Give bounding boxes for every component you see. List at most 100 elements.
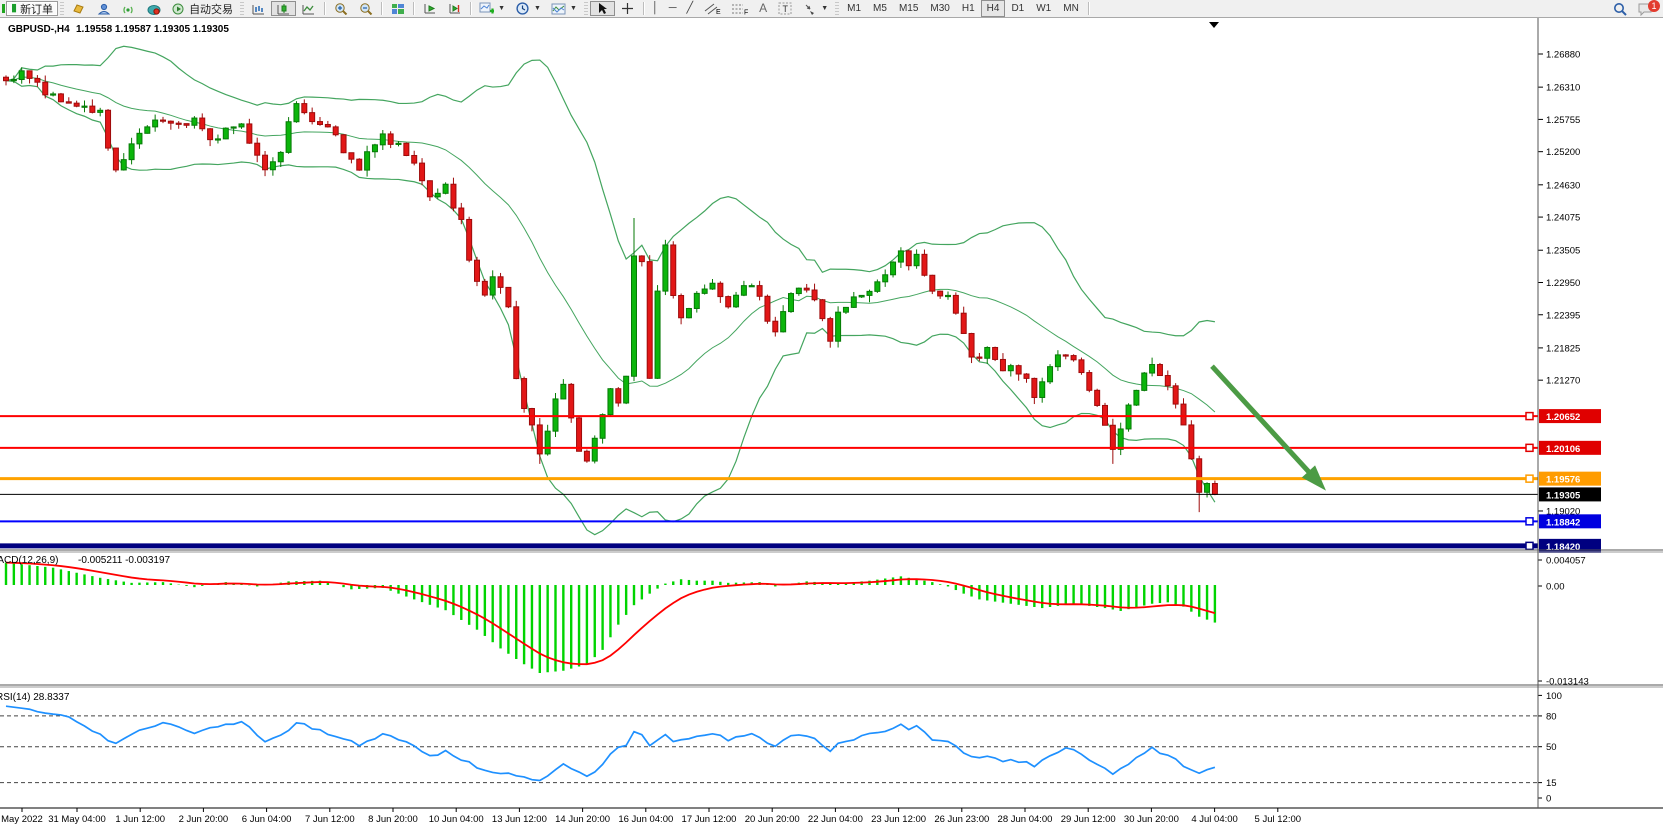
price-axis-label: 1.26310 xyxy=(1546,83,1580,94)
candle-body xyxy=(3,76,9,82)
label-tool-button[interactable]: T xyxy=(772,1,797,16)
candle-body xyxy=(795,287,802,295)
candle-body xyxy=(309,112,316,123)
candle-body xyxy=(897,250,904,263)
rsi-label: RSI(14) 28.8337 xyxy=(0,692,70,703)
candle-body xyxy=(858,294,865,298)
price-badge xyxy=(1539,471,1601,486)
tf-d1[interactable]: D1 xyxy=(1011,3,1025,14)
arrows-tool-button[interactable]: ▼ xyxy=(797,1,833,16)
tf-w1[interactable]: W1 xyxy=(1036,3,1052,14)
candle-body xyxy=(693,292,700,309)
indicators-button[interactable]: ▼ xyxy=(474,1,510,16)
tf-h4[interactable]: H4 xyxy=(980,0,1006,17)
price-badge xyxy=(1539,487,1601,502)
time-axis-label: 6 Jun 04:00 xyxy=(242,814,292,825)
candle-body xyxy=(748,285,755,288)
fibonacci-button[interactable]: F xyxy=(726,1,754,16)
vertical-line-icon: │ xyxy=(651,2,659,14)
tf-m1[interactable]: M1 xyxy=(847,3,862,14)
search-icon xyxy=(1612,1,1627,16)
vertical-line-button[interactable]: │ xyxy=(647,1,664,16)
candle-body xyxy=(560,383,567,400)
trend-arrow-line[interactable] xyxy=(1210,364,1318,481)
horizontal-line-button[interactable]: ─ xyxy=(664,1,682,16)
candle-body xyxy=(426,180,433,198)
zoom-out-button[interactable] xyxy=(353,1,378,16)
candle-body xyxy=(992,346,999,360)
price-badge xyxy=(1539,514,1601,529)
candle-body xyxy=(238,123,245,128)
cursor-button[interactable] xyxy=(589,1,615,16)
tf-mn[interactable]: MN xyxy=(1063,3,1079,14)
market-pot-icon xyxy=(146,1,161,16)
candle-body xyxy=(293,103,300,123)
zoom-in-button[interactable] xyxy=(328,1,353,16)
tf-h1[interactable]: H1 xyxy=(961,3,975,14)
new-order-button[interactable]: ▮ 新订单 xyxy=(6,1,59,16)
price-axis-label: 1.26880 xyxy=(1546,50,1580,61)
chat-button[interactable]: 1 xyxy=(1632,0,1660,16)
new-order-icon: ▮ xyxy=(11,2,18,14)
arrows-icon xyxy=(802,1,817,16)
candle-body xyxy=(10,79,17,82)
macd-panel: 0.004057 0.00 -0.013143 xyxy=(4,556,1589,688)
bb-upper xyxy=(5,45,1215,337)
time-axis-label: 22 Jun 04:00 xyxy=(808,814,863,825)
time-axis-label: 30 Jun 20:00 xyxy=(1124,814,1179,825)
dropdown-caret: ▼ xyxy=(569,5,577,12)
candle-body xyxy=(73,102,80,107)
main-toolbar: ▮ 新订单 自动交易 ▼ ▼ ▼ xyxy=(0,0,1663,18)
candlestick-chart-button[interactable] xyxy=(271,1,297,16)
channel-button[interactable]: E xyxy=(698,1,726,16)
templates-button[interactable]: ▼ xyxy=(546,1,582,16)
rsi-panel: 100 80 50 15 0 xyxy=(0,691,1562,805)
macd-values: -0.005211 -0.003197 xyxy=(78,555,171,566)
candle-body xyxy=(811,289,818,301)
horizontal-lines[interactable] xyxy=(0,415,1538,549)
tf-m15[interactable]: M15 xyxy=(898,3,919,14)
chart-quote-label: 1.19558 1.19587 1.19305 1.19305 xyxy=(76,24,229,35)
bar-chart-button[interactable] xyxy=(246,1,271,16)
price-axis[interactable]: 1.26880 1.26310 1.25755 1.25200 1.24630 1.240… xyxy=(1525,50,1601,553)
candle-body xyxy=(662,244,669,292)
toolbar-separator xyxy=(324,2,326,15)
chart-bars-icon xyxy=(0,1,6,16)
bb-middle xyxy=(5,76,1216,413)
publish-button[interactable] xyxy=(91,1,116,16)
rsi-axis-label: 50 xyxy=(1546,742,1557,753)
chart-shift-button[interactable] xyxy=(442,1,467,16)
candle-body xyxy=(458,207,465,220)
line-chart-button[interactable] xyxy=(296,1,321,16)
candle-body xyxy=(1172,385,1179,405)
gold-icon-button[interactable] xyxy=(66,1,91,16)
time-axis-label: 1 Jun 12:00 xyxy=(115,814,165,825)
periods-button[interactable]: ▼ xyxy=(510,1,546,16)
candle-body xyxy=(1047,366,1054,383)
tf-m5[interactable]: M5 xyxy=(873,3,887,14)
price-badge-label: 1.19305 xyxy=(1546,490,1581,501)
candle-body xyxy=(379,133,386,146)
candle-body xyxy=(1109,424,1116,450)
autotrading-button[interactable]: 自动交易 xyxy=(166,1,238,16)
price-axis-label: 1.24630 xyxy=(1546,180,1580,191)
market-button[interactable] xyxy=(141,1,166,16)
trendline-button[interactable]: ╱ xyxy=(682,1,699,16)
text-tool-button[interactable]: A xyxy=(754,1,772,16)
chart-area[interactable]: 0.004057 0.00 -0.013143 100 80 50 15 0 1.26880… xyxy=(0,17,1663,825)
auto-scroll-button[interactable] xyxy=(417,1,442,16)
trend-arrow-head[interactable] xyxy=(1301,465,1326,491)
price-badge xyxy=(1539,538,1601,553)
time-axis[interactable]: May 2022 31 May 04:00 1 Jun 12:00 2 Jun 20:… xyxy=(1,808,1301,825)
trend-arrow[interactable] xyxy=(1210,364,1326,491)
tf-m30[interactable]: M30 xyxy=(930,3,950,14)
signals-button[interactable] xyxy=(116,1,141,16)
macd-histogram xyxy=(4,561,1217,673)
candle-body xyxy=(1031,377,1038,398)
crosshair-button[interactable] xyxy=(615,1,640,16)
time-axis-label: 13 Jun 12:00 xyxy=(492,814,547,825)
equidistant-channel-icon: E xyxy=(703,1,721,16)
search-button[interactable] xyxy=(1607,1,1632,16)
candle-body xyxy=(740,285,747,296)
tile-windows-button[interactable] xyxy=(385,1,410,16)
